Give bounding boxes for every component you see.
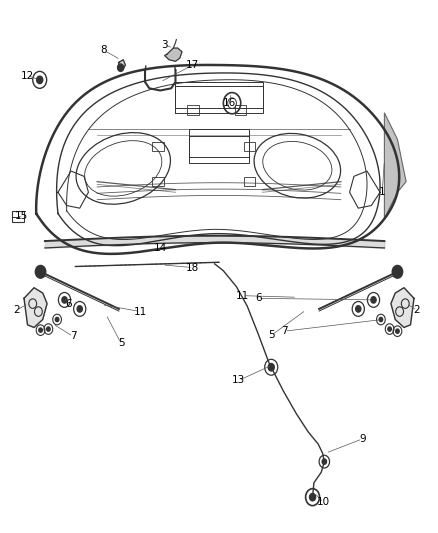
Text: 5: 5 xyxy=(118,338,124,349)
Circle shape xyxy=(39,328,42,332)
Bar xyxy=(12,211,25,222)
Text: 15: 15 xyxy=(14,211,28,221)
Circle shape xyxy=(37,76,43,84)
Polygon shape xyxy=(24,288,47,327)
Circle shape xyxy=(35,265,46,278)
Text: 13: 13 xyxy=(232,375,245,385)
Circle shape xyxy=(117,64,124,71)
Polygon shape xyxy=(118,60,125,70)
Bar xyxy=(187,106,198,115)
Circle shape xyxy=(356,306,361,312)
Bar xyxy=(152,177,164,187)
Circle shape xyxy=(47,327,50,331)
Polygon shape xyxy=(391,288,414,327)
Circle shape xyxy=(388,327,391,331)
Bar xyxy=(152,142,164,151)
Text: 1: 1 xyxy=(379,187,385,197)
Bar xyxy=(188,128,250,163)
Text: 2: 2 xyxy=(13,305,20,315)
Text: 6: 6 xyxy=(66,298,72,309)
Circle shape xyxy=(62,297,67,303)
Text: 11: 11 xyxy=(134,306,147,317)
Circle shape xyxy=(392,265,403,278)
Text: 7: 7 xyxy=(70,332,77,342)
Circle shape xyxy=(55,317,59,321)
Circle shape xyxy=(371,297,376,303)
Circle shape xyxy=(322,459,326,464)
Text: 2: 2 xyxy=(414,305,420,315)
Circle shape xyxy=(310,494,316,501)
Text: 10: 10 xyxy=(317,497,330,507)
Text: 6: 6 xyxy=(255,293,261,303)
Circle shape xyxy=(77,306,82,312)
Bar xyxy=(244,177,255,187)
Text: 3: 3 xyxy=(161,40,168,50)
Text: 16: 16 xyxy=(223,98,237,108)
Text: 18: 18 xyxy=(186,263,200,272)
Text: 8: 8 xyxy=(100,45,107,55)
Text: 9: 9 xyxy=(359,434,366,444)
Text: 12: 12 xyxy=(21,70,34,80)
Bar xyxy=(188,135,250,157)
Circle shape xyxy=(396,329,399,333)
Polygon shape xyxy=(385,113,406,219)
Circle shape xyxy=(268,364,274,371)
Text: 17: 17 xyxy=(186,60,200,70)
Text: 11: 11 xyxy=(237,290,250,301)
Bar xyxy=(235,106,247,115)
Text: 7: 7 xyxy=(281,326,288,336)
Text: 14: 14 xyxy=(154,243,167,253)
Circle shape xyxy=(379,317,383,321)
Bar xyxy=(244,142,255,151)
Polygon shape xyxy=(165,48,182,61)
Text: 5: 5 xyxy=(268,330,275,341)
